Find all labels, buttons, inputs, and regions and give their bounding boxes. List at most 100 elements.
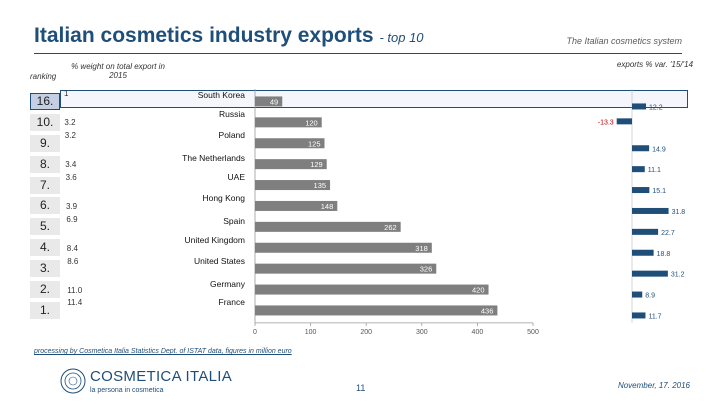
rank-badge: 8.: [30, 155, 60, 173]
country-label: United Kingdom: [184, 234, 245, 245]
rank-badge: 5.: [30, 218, 60, 236]
weight-label: 11.4: [67, 298, 83, 308]
export-value-label: 326: [420, 265, 433, 274]
section-label: The Italian cosmetics system: [566, 36, 682, 46]
weight-label: 3.4: [65, 160, 77, 170]
country-label: Spain: [223, 215, 245, 226]
x-tick-label: 100: [305, 329, 317, 336]
export-bar: [255, 284, 489, 295]
logo-tagline: la persona in cosmetica: [90, 387, 164, 394]
export-bar: [255, 305, 498, 316]
export-bar: [255, 200, 338, 211]
x-tick-label: 0: [253, 329, 257, 336]
country-label: France: [218, 297, 245, 308]
export-value-label: 49: [270, 97, 278, 106]
rank-badge: 1.: [30, 301, 60, 319]
variation-bar: [632, 166, 645, 173]
variation-label: 8.9: [645, 293, 655, 300]
rank-badge: 2.: [30, 281, 60, 299]
weight-label: 3.2: [64, 118, 76, 128]
export-bar: [255, 263, 437, 274]
country-label: Hong Kong: [202, 192, 245, 203]
rank-badge: 9.: [30, 134, 60, 152]
variation-label: 15.1: [652, 188, 666, 195]
page-title: Italian cosmetics industry exports - top…: [34, 24, 424, 48]
export-value-label: 262: [384, 223, 397, 232]
rank-badge: 10.: [30, 113, 60, 131]
variation-bar: [632, 312, 646, 319]
logo: [60, 364, 210, 398]
variation-bar: [632, 270, 668, 277]
export-value-label: 148: [321, 202, 334, 211]
variation-label: 11.7: [648, 313, 661, 320]
variation-label: 14.9: [652, 146, 666, 153]
variation-label: 18.8: [657, 251, 671, 258]
rank-badge: 4.: [30, 239, 60, 257]
country-label: Russia: [219, 109, 245, 120]
logo-name: COSMETICA ITALIA: [90, 368, 233, 385]
country-label: South Korea: [197, 90, 245, 101]
x-tick-label: 500: [527, 329, 539, 336]
page-number: 11: [356, 383, 366, 393]
variation-bar: [632, 291, 643, 298]
title-text: Italian cosmetics industry exports: [34, 24, 374, 47]
variation-bar: [632, 187, 650, 194]
variation-label: -13.3: [598, 119, 614, 126]
logo-emblem-icon: [60, 368, 86, 394]
weight-label: 8.4: [66, 243, 78, 253]
variation-label: 12.2: [649, 104, 663, 111]
weight-label: 1: [64, 89, 69, 99]
export-bar: [255, 221, 401, 232]
country-label: The Netherlands: [182, 153, 245, 164]
variation-label: 22.7: [661, 230, 675, 237]
export-bar: [255, 180, 331, 191]
variation-bar: [632, 103, 647, 110]
title-underline: [34, 53, 682, 54]
weight-header: % weight on total export in 2015: [71, 62, 165, 80]
export-value-label: 129: [310, 160, 323, 169]
weight-label: 3.2: [64, 131, 76, 141]
rank-badge: 7.: [30, 176, 60, 194]
export-bar: [255, 138, 325, 149]
source-note[interactable]: processing by Cosmetica Italia Statistic…: [34, 348, 292, 355]
variation-label: 31.2: [671, 272, 685, 279]
weight-label: 3.6: [65, 173, 77, 183]
highlight-row: [60, 90, 688, 108]
country-label: Germany: [210, 278, 245, 289]
date-label: November, 17. 2016: [617, 381, 690, 390]
variation-bar: [632, 145, 650, 152]
ranking-header: ranking: [30, 72, 57, 81]
x-tick-label: 400: [472, 329, 484, 336]
variation-bar: [632, 249, 654, 256]
title-subtitle: - top 10: [379, 30, 424, 45]
rank-badge: 3.: [30, 260, 60, 278]
country-label: UAE: [227, 172, 245, 183]
x-tick-label: 300: [416, 329, 428, 336]
weight-label: 8.6: [67, 256, 79, 266]
rank-badge: 16.: [30, 92, 60, 110]
country-label: Poland: [218, 130, 245, 141]
export-value-label: 436: [481, 306, 494, 315]
export-value-label: 120: [305, 118, 318, 127]
x-tick-label: 200: [360, 329, 372, 336]
export-bar: [255, 96, 283, 107]
export-value-label: 318: [415, 244, 428, 253]
rank-badge: 6.: [30, 197, 60, 215]
country-label: United States: [193, 255, 245, 266]
variation-bar: [632, 228, 659, 235]
export-value-label: 135: [314, 181, 327, 190]
export-value-label: 125: [308, 139, 321, 148]
weight-label: 3.9: [66, 201, 78, 211]
variation-bar: [632, 207, 669, 214]
variation-header: exports % var. '15/'14: [616, 60, 694, 69]
weight-label: 6.9: [66, 214, 78, 224]
weight-label: 11.0: [67, 285, 83, 295]
export-bar: [255, 117, 322, 128]
variation-label: 11.1: [648, 167, 661, 174]
variation-label: 31.8: [672, 209, 686, 216]
export-bar: [255, 242, 432, 253]
variation-bar: [616, 118, 632, 125]
export-bar: [255, 159, 327, 170]
export-value-label: 420: [472, 286, 485, 295]
